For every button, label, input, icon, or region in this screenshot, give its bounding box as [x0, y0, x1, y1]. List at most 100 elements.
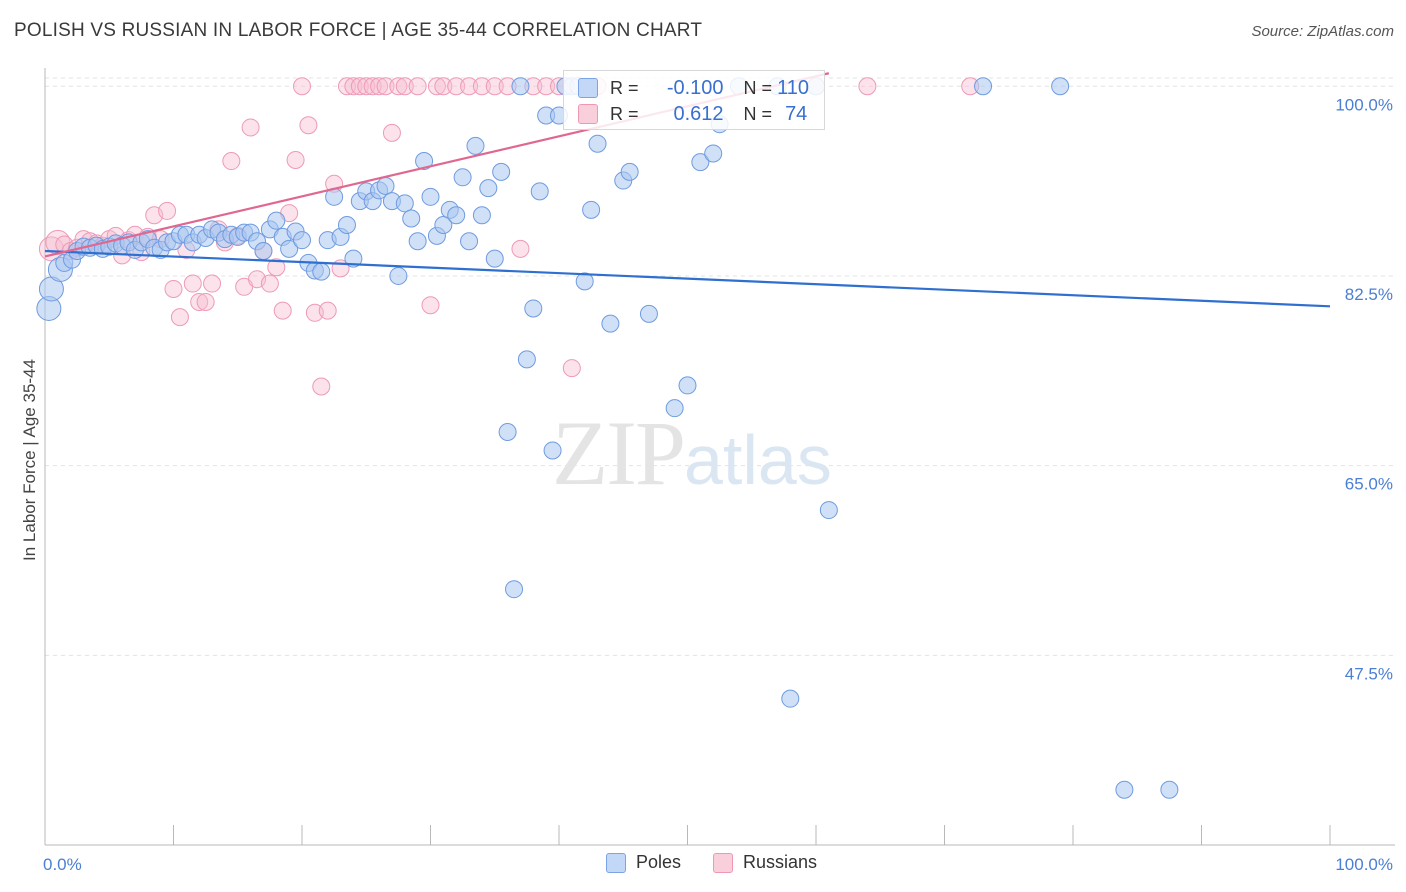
chart-title: POLISH VS RUSSIAN IN LABOR FORCE | AGE 3… — [14, 20, 703, 41]
russians-point-36 — [273, 301, 292, 320]
watermark-atlas: atlas — [684, 421, 832, 499]
legend-item-russians: Russians — [713, 852, 817, 873]
watermark: ZIPatlas — [552, 400, 832, 506]
russians-point-60 — [447, 77, 466, 96]
poles-point-71 — [492, 162, 511, 181]
y-tick-label-0: 100.0% — [1335, 95, 1393, 114]
x-tick-label-1: 100.0% — [1335, 855, 1393, 874]
russians-r-label: R = — [610, 103, 639, 124]
poles-point-69 — [479, 179, 498, 198]
poles-point-85 — [582, 200, 601, 219]
russians-point-18 — [158, 201, 177, 220]
russians-point-19 — [164, 279, 183, 298]
legend-item-poles: Poles — [606, 852, 681, 873]
stats-row-poles: R = -0.100 N = 110 — [578, 75, 809, 101]
russians-point-49 — [357, 77, 376, 96]
russians-points — [38, 77, 980, 396]
russians-point-55 — [395, 77, 414, 96]
poles-point-86 — [588, 134, 607, 153]
russians-point-67 — [537, 77, 556, 96]
russians-point-61 — [460, 77, 479, 96]
russians-point-63 — [485, 77, 504, 96]
russians-point-25 — [203, 274, 222, 293]
russians-point-59 — [434, 77, 453, 96]
poles-point-79 — [543, 441, 562, 460]
poles-point-87 — [601, 314, 620, 333]
poles-point-74 — [511, 77, 530, 96]
russians-n-value: 74 — [785, 102, 808, 125]
poles-point-98 — [819, 501, 838, 520]
poles-point-57 — [402, 209, 421, 228]
russians-point-47 — [344, 77, 363, 96]
poles-point-64 — [447, 206, 466, 225]
russians-point-62 — [472, 77, 491, 96]
stats-box: R = -0.100 N = 110 R = 0.612 N = 74 — [563, 70, 825, 130]
poles-swatch — [578, 78, 598, 98]
poles-point-59 — [415, 152, 434, 171]
poles-point-40 — [293, 231, 311, 250]
poles-point-100 — [1051, 77, 1070, 96]
russians-point-51 — [370, 77, 389, 96]
poles-points — [36, 77, 1179, 799]
russians-point-72 — [858, 77, 877, 96]
poles-point-38 — [280, 239, 299, 258]
russians-point-38 — [286, 150, 305, 169]
russians-point-43 — [318, 301, 337, 320]
poles-point-72 — [498, 423, 517, 442]
poles-r-label: R = — [610, 77, 639, 98]
russians-point-31 — [241, 118, 260, 137]
russians-point-56 — [408, 77, 427, 96]
poles-point-56 — [395, 194, 414, 213]
russians-point-20 — [170, 308, 189, 327]
russians-point-40 — [299, 116, 318, 135]
tick-labels: 100.0% 82.5% 65.0% 47.5% 0.0% 100.0% — [43, 95, 1393, 874]
poles-point-94 — [704, 144, 723, 163]
poles-point-102 — [1160, 780, 1179, 799]
legend-swatch-poles — [606, 852, 626, 873]
russians-point-53 — [382, 123, 401, 142]
watermark-zip: ZIP — [552, 402, 686, 504]
poles-point-73 — [505, 580, 524, 599]
poles-point-91 — [665, 399, 684, 418]
russians-point-58 — [427, 77, 446, 96]
poles-point-77 — [530, 182, 549, 201]
russians-point-39 — [293, 77, 311, 96]
poles-point-68 — [472, 206, 491, 225]
poles-point-58 — [408, 232, 427, 251]
poles-point-36 — [267, 211, 286, 230]
legend-label-poles: Poles — [636, 852, 682, 872]
russians-point-50 — [363, 77, 382, 96]
y-tick-label-2: 65.0% — [1345, 475, 1393, 494]
poles-point-67 — [466, 136, 485, 155]
poles-point-101 — [1115, 780, 1134, 799]
poles-point-66 — [460, 232, 479, 251]
poles-point-97 — [781, 689, 800, 708]
russians-point-46 — [337, 77, 356, 96]
poles-point-90 — [639, 304, 658, 323]
poles-point-65 — [453, 168, 472, 187]
poles-point-70 — [485, 249, 504, 268]
poles-point-62 — [434, 216, 453, 234]
russians-point-65 — [511, 239, 530, 258]
legend: Poles Russians — [606, 852, 849, 873]
poles-point-99 — [974, 77, 993, 96]
poles-point-55 — [389, 266, 408, 285]
russians-point-52 — [376, 77, 395, 96]
russians-n-label: N = — [743, 103, 773, 124]
poles-point-60 — [421, 187, 440, 206]
poles-point-48 — [344, 249, 363, 268]
poles-point-84 — [575, 272, 594, 291]
source-label: Source: ZipAtlas.com — [1251, 23, 1394, 40]
legend-swatch-russians — [713, 852, 734, 873]
y-tick-label-3: 47.5% — [1345, 664, 1393, 683]
poles-n-value: 110 — [777, 76, 809, 99]
stats-row-russians: R = 0.612 N = 74 — [578, 101, 807, 127]
russians-swatch — [578, 104, 598, 124]
y-tick-label-1: 82.5% — [1345, 285, 1393, 304]
russians-point-69 — [562, 359, 581, 378]
poles-point-34 — [254, 242, 273, 261]
poles-point-47 — [337, 216, 356, 234]
poles-r-value: -0.100 — [666, 76, 724, 99]
russians-point-57 — [421, 296, 440, 315]
